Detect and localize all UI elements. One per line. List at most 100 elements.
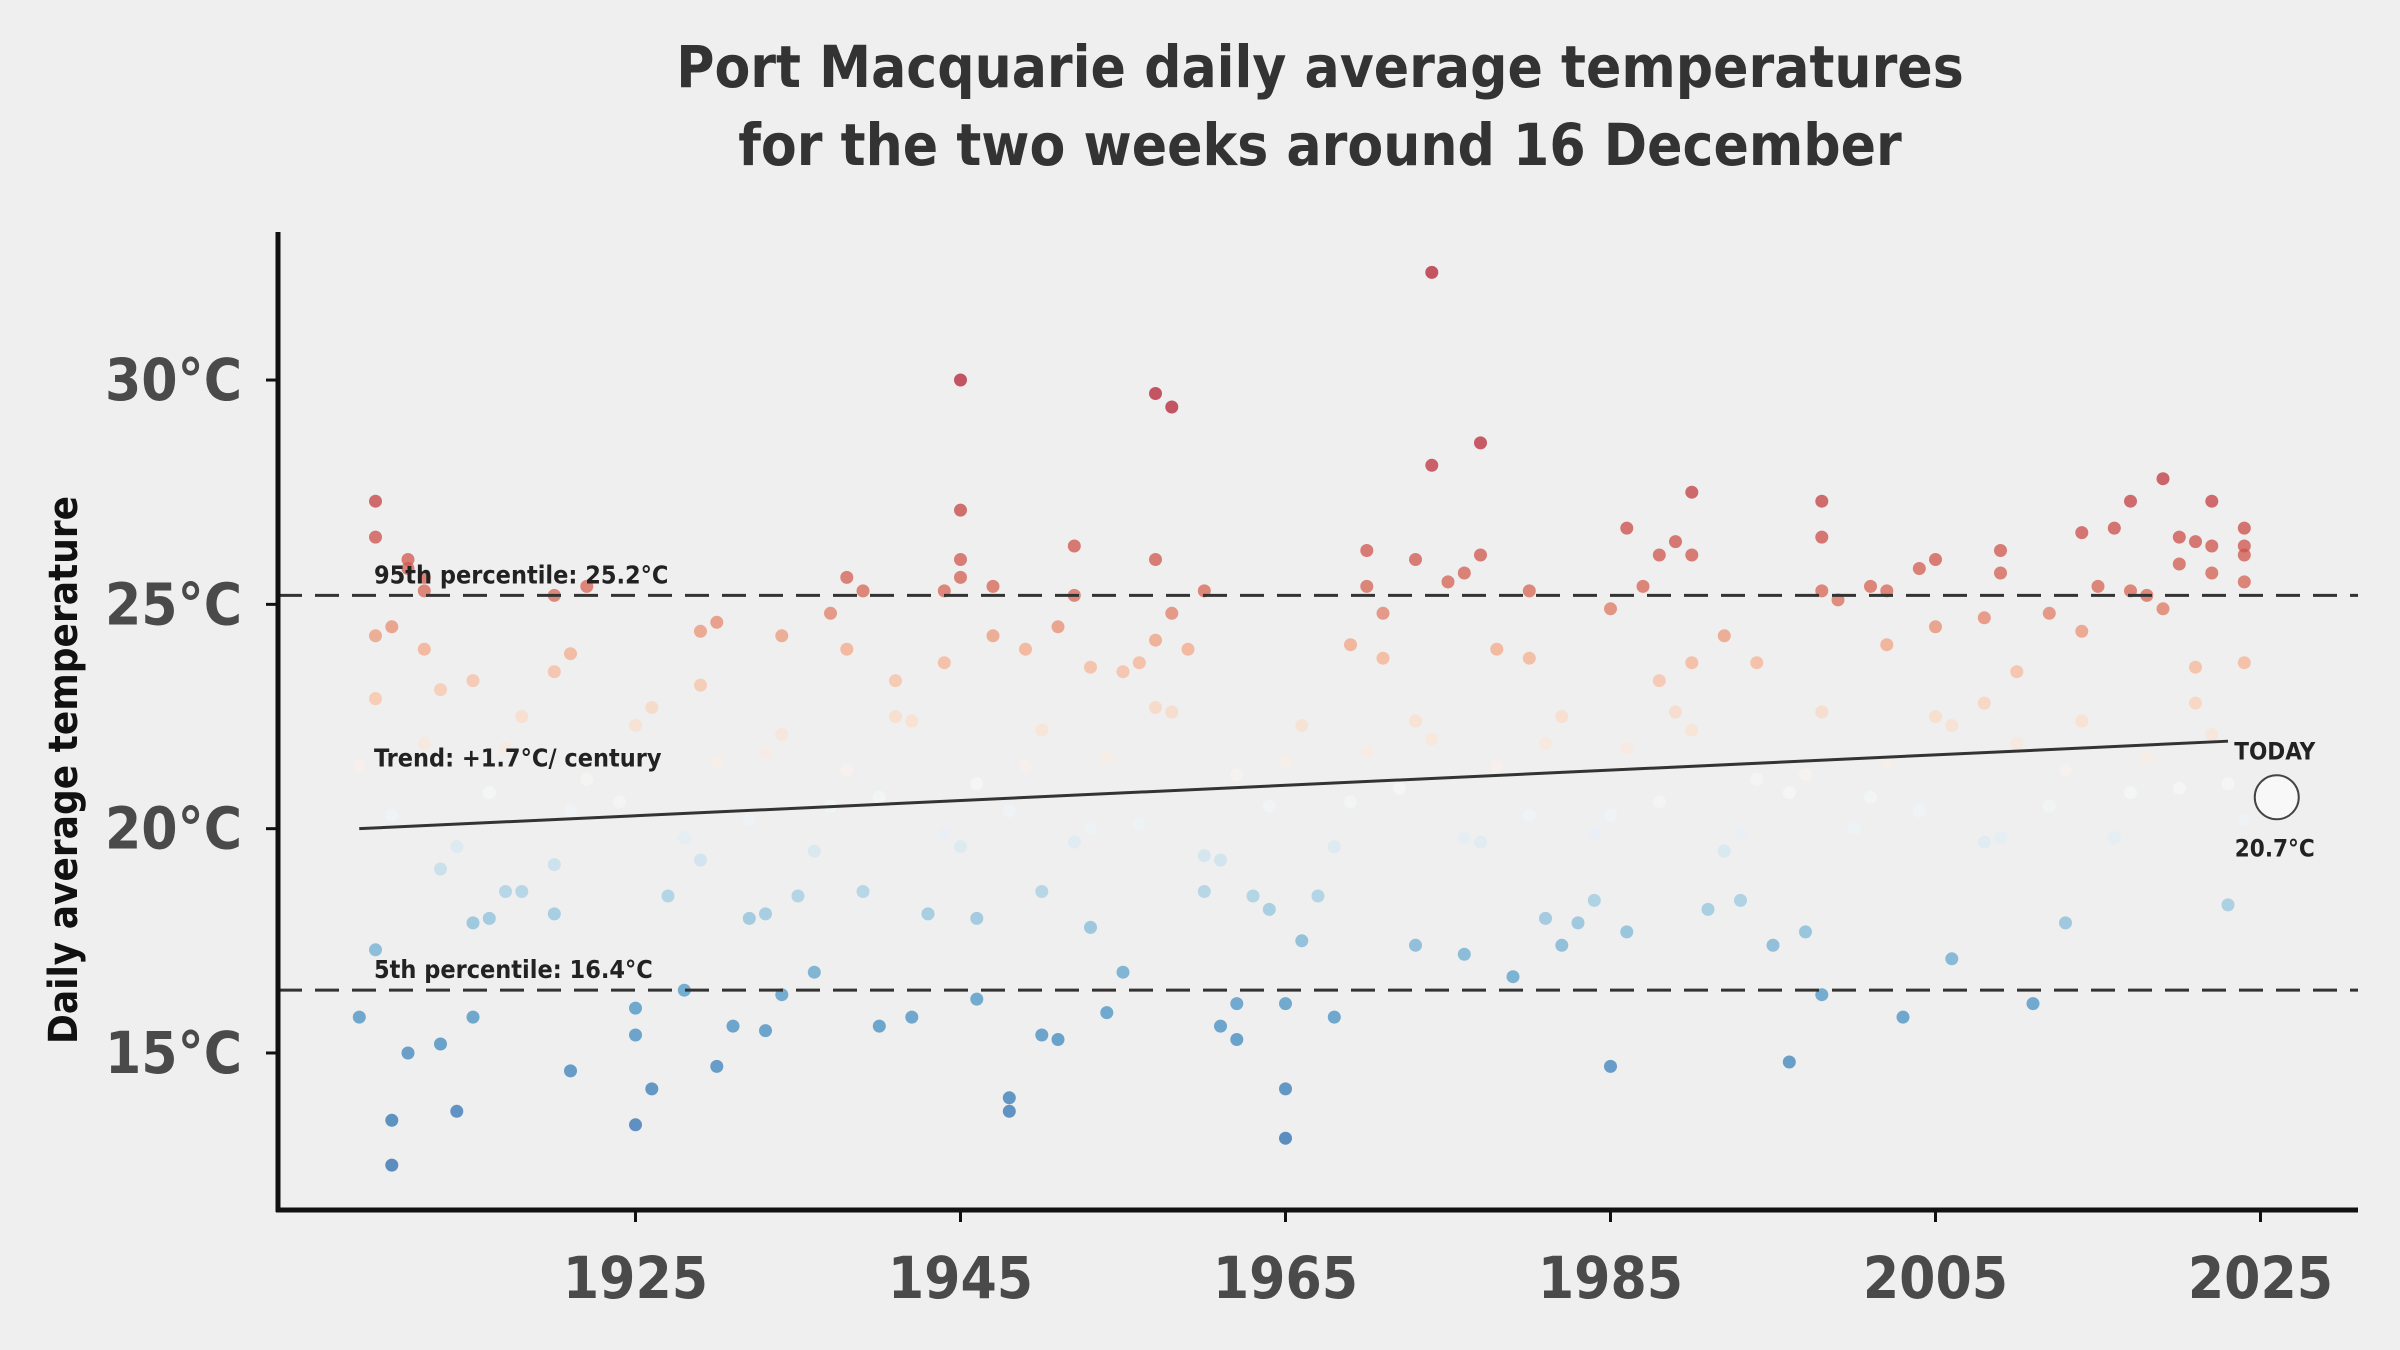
data-point xyxy=(1035,885,1049,898)
data-point xyxy=(564,1064,577,1078)
data-points xyxy=(352,265,2251,1172)
data-point xyxy=(1669,535,1682,549)
data-point xyxy=(499,741,512,755)
data-point xyxy=(1522,584,1536,598)
data-point xyxy=(1165,705,1179,719)
data-point xyxy=(1880,638,1894,652)
data-point xyxy=(1977,835,1991,849)
data-point xyxy=(385,1113,399,1127)
data-point xyxy=(515,885,529,898)
data-point xyxy=(1457,831,1471,845)
data-point xyxy=(1116,965,1130,979)
data-point xyxy=(1360,745,1374,759)
data-point xyxy=(1587,826,1601,840)
data-point xyxy=(954,373,967,387)
data-point xyxy=(1051,620,1065,634)
data-point xyxy=(2189,535,2202,549)
data-point xyxy=(434,683,447,697)
data-point xyxy=(2237,656,2251,670)
data-point xyxy=(1977,696,1991,710)
data-point xyxy=(1734,893,1747,907)
data-point xyxy=(1652,548,1666,562)
data-point xyxy=(2205,566,2219,580)
data-point xyxy=(1051,1033,1065,1046)
data-point xyxy=(1230,997,1244,1011)
data-point xyxy=(1360,544,1374,557)
data-point xyxy=(710,615,724,629)
data-point xyxy=(1587,893,1601,907)
data-point xyxy=(1165,400,1179,414)
y-tick-label: 15°C xyxy=(105,1019,242,1087)
data-point xyxy=(2156,472,2170,486)
data-point xyxy=(759,907,772,921)
data-point xyxy=(1750,772,1764,786)
data-point xyxy=(2205,539,2219,553)
data-point xyxy=(564,647,577,661)
data-point xyxy=(905,1010,919,1024)
data-point xyxy=(1539,911,1552,925)
data-point xyxy=(889,674,902,688)
data-point xyxy=(1474,436,1487,450)
data-point xyxy=(1246,889,1260,903)
data-point xyxy=(1376,651,1390,665)
data-point xyxy=(1376,606,1390,620)
data-point xyxy=(580,579,594,593)
data-point xyxy=(1490,642,1504,656)
data-point xyxy=(2221,777,2235,791)
data-point xyxy=(1994,544,2007,557)
data-point xyxy=(369,629,382,643)
x-tick-label: 2025 xyxy=(2188,1244,2333,1312)
data-point xyxy=(1685,548,1699,562)
data-point xyxy=(791,889,805,903)
data-point xyxy=(2140,750,2154,764)
data-point xyxy=(1457,566,1471,580)
data-point xyxy=(1344,638,1357,652)
data-point xyxy=(677,831,691,845)
data-point xyxy=(1717,629,1731,643)
data-point xyxy=(856,584,870,598)
data-point xyxy=(547,858,561,872)
data-point xyxy=(1425,732,1439,746)
data-point xyxy=(856,885,870,898)
data-point xyxy=(2237,521,2251,535)
data-point xyxy=(2042,606,2056,620)
y-tick-label: 30°C xyxy=(105,346,242,414)
data-point xyxy=(352,1010,366,1024)
x-tick-label: 1965 xyxy=(1213,1244,1358,1312)
data-point xyxy=(1344,795,1357,809)
data-point xyxy=(1474,548,1487,562)
data-point xyxy=(1425,458,1439,472)
data-point xyxy=(1279,1082,1292,1096)
data-point xyxy=(694,678,707,692)
data-point xyxy=(466,674,480,688)
data-point xyxy=(547,665,561,679)
data-point xyxy=(1262,799,1276,813)
data-point xyxy=(954,503,967,517)
data-point xyxy=(1522,808,1536,822)
data-point xyxy=(905,714,919,728)
data-point xyxy=(1279,997,1292,1011)
data-point xyxy=(1067,539,1081,553)
trend-label: Trend: +1.7°C/ century xyxy=(374,744,662,773)
data-point xyxy=(1409,553,1422,566)
chart-title-line-1: Port Macquarie daily average temperature… xyxy=(676,33,1964,101)
data-point xyxy=(1782,786,1796,800)
data-point xyxy=(499,885,512,898)
data-point xyxy=(1555,710,1569,723)
data-point xyxy=(1230,768,1244,782)
y-tick-label: 25°C xyxy=(105,570,242,638)
data-point xyxy=(1474,835,1487,849)
data-point xyxy=(1295,719,1309,732)
data-point xyxy=(1799,925,1812,939)
data-point xyxy=(629,1028,642,1042)
data-point xyxy=(645,1082,659,1096)
data-point xyxy=(1782,1055,1796,1069)
data-point xyxy=(1571,916,1585,930)
data-point xyxy=(889,710,902,723)
data-point xyxy=(352,759,366,773)
data-point xyxy=(1002,1104,1016,1118)
data-point xyxy=(564,804,577,818)
p5-label: 5th percentile: 16.4°C xyxy=(374,955,653,984)
data-point xyxy=(1197,849,1211,863)
data-point xyxy=(1929,710,1942,723)
